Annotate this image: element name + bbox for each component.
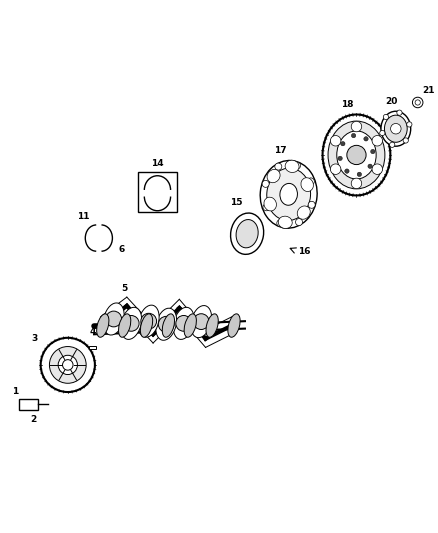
- Circle shape: [389, 142, 395, 148]
- Circle shape: [141, 313, 156, 329]
- Circle shape: [351, 178, 362, 189]
- Circle shape: [364, 136, 368, 141]
- Text: 21: 21: [422, 86, 434, 95]
- Circle shape: [372, 135, 382, 146]
- Circle shape: [193, 314, 209, 329]
- Text: 14: 14: [151, 159, 164, 168]
- Circle shape: [124, 316, 139, 331]
- Ellipse shape: [267, 168, 311, 221]
- Circle shape: [262, 180, 269, 188]
- Ellipse shape: [121, 308, 141, 340]
- Text: 5: 5: [121, 284, 128, 293]
- Ellipse shape: [173, 308, 194, 340]
- Circle shape: [330, 164, 341, 174]
- Ellipse shape: [381, 111, 411, 146]
- Circle shape: [293, 162, 300, 169]
- Circle shape: [277, 220, 284, 227]
- Ellipse shape: [260, 160, 317, 228]
- Ellipse shape: [103, 303, 124, 335]
- Text: 16: 16: [298, 247, 311, 256]
- Circle shape: [351, 133, 356, 138]
- Text: 19: 19: [383, 118, 396, 127]
- Ellipse shape: [119, 314, 131, 337]
- Circle shape: [380, 131, 385, 136]
- Circle shape: [49, 346, 86, 383]
- Circle shape: [176, 316, 191, 331]
- Circle shape: [296, 219, 303, 225]
- Circle shape: [330, 135, 341, 146]
- Circle shape: [106, 311, 122, 327]
- Text: 15: 15: [230, 198, 243, 207]
- Circle shape: [338, 156, 342, 160]
- Ellipse shape: [138, 305, 159, 337]
- Circle shape: [158, 317, 174, 332]
- Circle shape: [347, 146, 366, 165]
- Text: 6: 6: [118, 245, 124, 254]
- Circle shape: [351, 122, 362, 132]
- Ellipse shape: [301, 177, 314, 191]
- Circle shape: [341, 141, 345, 146]
- Polygon shape: [89, 346, 96, 349]
- Circle shape: [371, 149, 375, 154]
- Ellipse shape: [156, 308, 177, 340]
- Circle shape: [308, 201, 315, 208]
- Circle shape: [391, 124, 401, 134]
- Ellipse shape: [228, 314, 240, 337]
- Ellipse shape: [337, 131, 376, 179]
- Circle shape: [407, 122, 412, 127]
- Ellipse shape: [236, 220, 258, 248]
- Text: 2: 2: [31, 415, 37, 424]
- Text: 3: 3: [32, 334, 38, 343]
- Ellipse shape: [97, 314, 109, 337]
- Circle shape: [372, 164, 382, 174]
- Ellipse shape: [278, 216, 292, 229]
- Circle shape: [413, 97, 423, 108]
- Text: 18: 18: [342, 100, 354, 109]
- Circle shape: [58, 356, 78, 375]
- Circle shape: [275, 163, 282, 170]
- Text: 4: 4: [89, 327, 96, 336]
- Ellipse shape: [297, 206, 310, 219]
- Ellipse shape: [184, 314, 196, 337]
- Ellipse shape: [141, 314, 153, 337]
- Ellipse shape: [385, 115, 407, 142]
- Ellipse shape: [230, 213, 264, 254]
- Circle shape: [263, 204, 270, 211]
- Text: 17: 17: [274, 146, 286, 155]
- Ellipse shape: [267, 169, 280, 183]
- Circle shape: [345, 169, 349, 173]
- Bar: [138, 173, 177, 212]
- Circle shape: [307, 178, 314, 185]
- Text: 20: 20: [385, 97, 398, 106]
- Ellipse shape: [322, 115, 390, 196]
- Circle shape: [403, 138, 408, 143]
- Circle shape: [41, 338, 95, 392]
- Circle shape: [357, 172, 361, 176]
- Ellipse shape: [191, 305, 212, 338]
- Circle shape: [368, 164, 372, 168]
- Text: 1: 1: [12, 386, 18, 395]
- Ellipse shape: [328, 121, 385, 189]
- Circle shape: [397, 110, 402, 115]
- Ellipse shape: [285, 160, 299, 173]
- Polygon shape: [19, 399, 38, 409]
- Ellipse shape: [264, 197, 276, 211]
- Circle shape: [383, 115, 389, 119]
- Ellipse shape: [280, 183, 297, 205]
- Text: 11: 11: [77, 212, 89, 221]
- Ellipse shape: [206, 314, 218, 337]
- Ellipse shape: [162, 314, 174, 337]
